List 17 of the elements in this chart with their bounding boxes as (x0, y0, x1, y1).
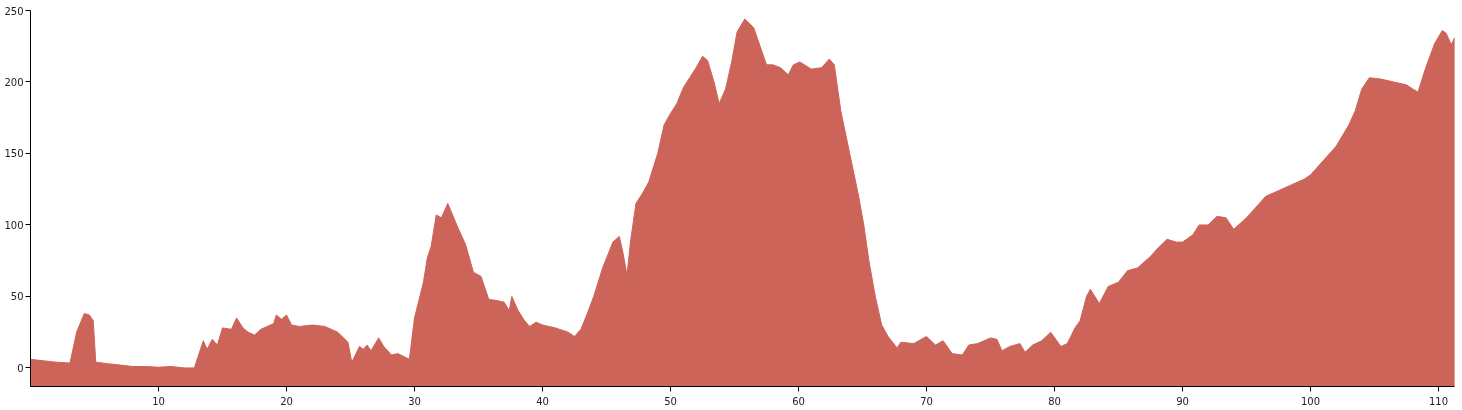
y-tick-label: 250 (4, 5, 24, 17)
y-tick-label: 150 (4, 148, 24, 160)
y-tick-label: 200 (4, 76, 24, 88)
x-tick-label: 10 (152, 395, 165, 407)
y-tick-label: 0 (17, 362, 24, 374)
x-tick-label: 110 (1428, 395, 1449, 407)
x-tick-label: 90 (1176, 395, 1189, 407)
x-tick-label: 40 (536, 395, 549, 407)
x-tick-label: 70 (920, 395, 933, 407)
x-tick-label: 20 (280, 395, 293, 407)
y-tick-label: 50 (10, 291, 24, 303)
x-tick-label: 30 (408, 395, 421, 407)
x-tick-label: 50 (664, 395, 677, 407)
x-tick-label: 80 (1048, 395, 1061, 407)
y-tick-label: 100 (4, 219, 24, 231)
x-tick-label: 60 (792, 395, 805, 407)
x-tick-label: 100 (1300, 395, 1321, 407)
